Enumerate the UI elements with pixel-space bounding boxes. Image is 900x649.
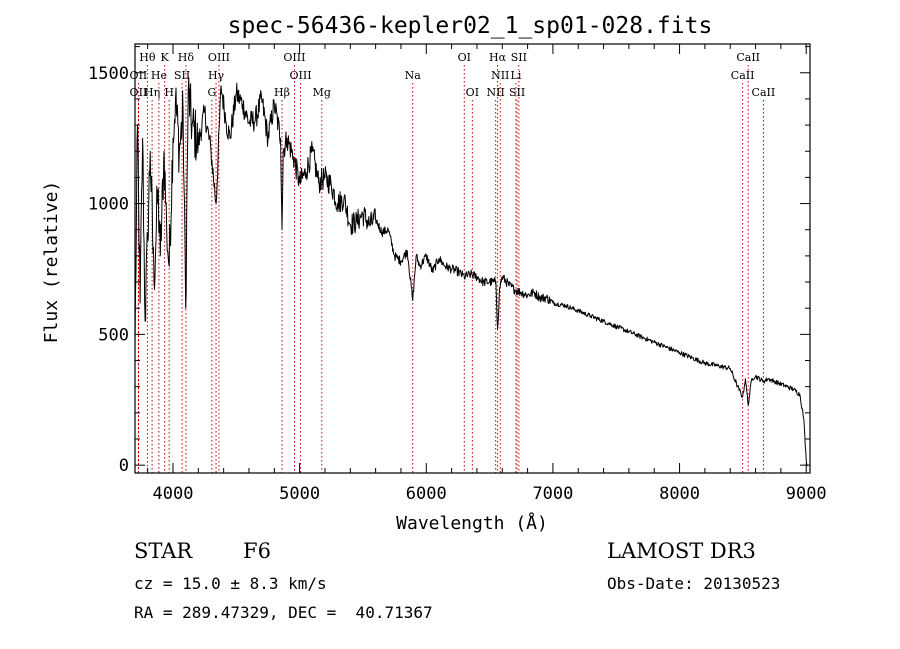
spectral-line-label: SII	[511, 51, 527, 64]
chart-title: spec-56436-kepler02_1_sp01-028.fits	[228, 13, 713, 39]
flux-series-line	[134, 77, 808, 467]
spectral-line-label: OII	[130, 86, 148, 99]
spectral-line-label: Hβ	[274, 86, 290, 99]
redshift-value: cz = 15.0 ± 8.3 km/s	[134, 574, 327, 593]
spectral-line-label: SII	[509, 86, 525, 99]
axes-layer: 4000 5000 6000 7000 8000 9000 0 500 1000 1500	[88, 44, 827, 504]
spectral-line-label: Hη	[144, 86, 160, 99]
spectral-line-label: Hδ	[178, 51, 195, 64]
y-tick-label: 500	[98, 325, 129, 345]
spectral-line-label: Mg	[313, 86, 331, 99]
series-layer	[134, 77, 808, 467]
x-tick-label: 8000	[659, 484, 700, 504]
spectral-line-label: Hγ	[208, 69, 225, 82]
y-tick-label: 1000	[88, 195, 129, 215]
spectral-line-label: NII	[491, 69, 509, 82]
x-tick-label: 7000	[532, 484, 573, 504]
spectral-line-label: K	[161, 51, 170, 64]
spectral-line-label: SII	[174, 69, 190, 82]
spectral-line-label: Hα	[489, 51, 507, 64]
spectral-line-label: Hθ	[139, 51, 156, 64]
spectral-line-label: H	[164, 86, 174, 99]
sky-coordinates: RA = 289.47329, DEC = 40.71367	[134, 603, 433, 622]
spectral-line-label: OII	[130, 69, 148, 82]
x-tick-label: 5000	[279, 484, 320, 504]
spectral-lines-layer: Hθ K Hδ OIII OIII OI Hα SII CaII OII He SII Hγ OIII Na…	[130, 51, 776, 473]
spectral-line-label: OI	[458, 51, 471, 64]
spectral-line-label: CaII	[736, 51, 760, 64]
x-axis-label: Wavelength (Å)	[396, 512, 548, 534]
spectral-line-label: CaII	[752, 86, 776, 99]
x-tick-label: 9000	[786, 484, 827, 504]
y-tick-label: 0	[119, 456, 129, 476]
spectral-line-label: Li	[511, 69, 522, 82]
spectral-line-label: OIII	[283, 51, 305, 64]
spectral-line-label: OIII	[208, 51, 230, 64]
observation-date: Obs-Date: 20130523	[607, 574, 781, 593]
spectral-line-label: OI	[466, 86, 479, 99]
plot-frame	[134, 43, 811, 474]
x-tick-label: 6000	[406, 484, 447, 504]
spectral-line-label: CaII	[731, 69, 755, 82]
y-axis-label: Flux (relative)	[41, 181, 62, 344]
spectral-line-label: NII	[487, 86, 505, 99]
spectral-line-label: He	[151, 69, 167, 82]
survey-name: LAMOST DR3	[607, 539, 756, 563]
y-tick-label: 1500	[88, 64, 129, 84]
spectral-line-label: Na	[405, 69, 422, 82]
x-tick-label: 4000	[153, 484, 194, 504]
spectral-line-label: G	[207, 86, 216, 99]
object-class: STAR	[134, 539, 193, 563]
spectral-line-label: OIII	[289, 69, 311, 82]
spectral-subclass: F6	[243, 539, 271, 563]
